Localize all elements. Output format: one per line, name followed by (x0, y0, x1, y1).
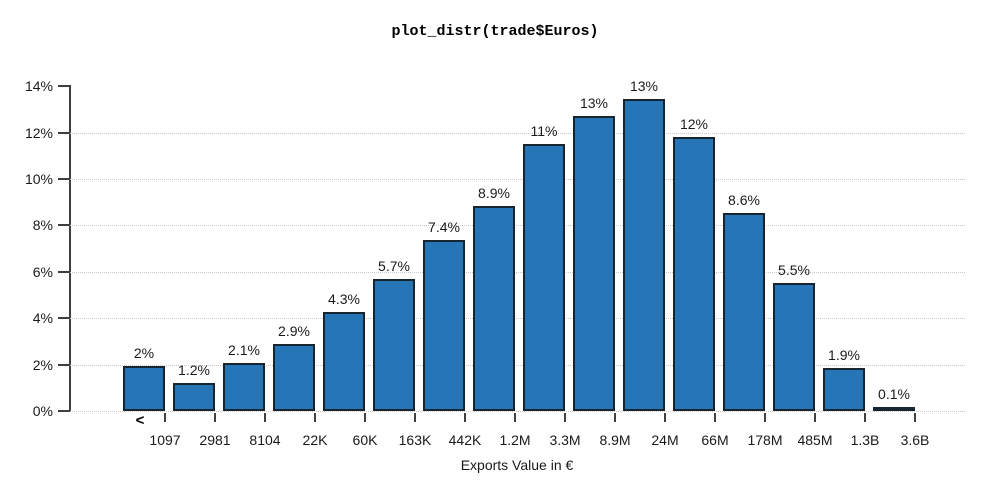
x-tick-label: 3.3M (549, 432, 581, 448)
bar (523, 144, 565, 411)
x-tick-label: 60K (352, 432, 378, 448)
x-tick-label: 8104 (249, 432, 281, 448)
y-tick-label: 8% (32, 217, 53, 234)
x-tick-mark (814, 413, 816, 422)
bar-value-label: 7.4% (428, 219, 460, 235)
y-tick-mark (58, 270, 70, 273)
gridline (70, 132, 965, 134)
x-tick-label: 485M (797, 432, 833, 448)
x-tick-mark (564, 413, 566, 422)
x-tick-label: 8.9M (599, 432, 631, 448)
bar (723, 213, 765, 411)
y-tick-mark (58, 410, 70, 412)
y-tick-label: 14% (24, 78, 53, 95)
bar (123, 366, 165, 411)
x-tick-label: 3.6B (900, 432, 930, 448)
x-tick-label: 24M (651, 432, 679, 448)
bar-value-label: 12% (679, 116, 709, 132)
x-tick-mark (314, 413, 316, 422)
x-tick-mark (764, 413, 766, 422)
x-tick-mark (714, 413, 716, 422)
y-tick-mark (58, 178, 70, 180)
x-tick-mark (514, 413, 516, 422)
bar-value-label: 13% (579, 95, 609, 111)
x-tick-mark (914, 413, 916, 422)
bar-value-label: 1.9% (828, 347, 860, 363)
bar-value-label: 4.3% (328, 291, 360, 307)
x-tick-label: 22K (302, 432, 328, 448)
bar (773, 283, 815, 411)
gridline (70, 225, 965, 227)
bar (173, 383, 215, 411)
x-tick-label: 1.2M (499, 432, 531, 448)
first-bin-less-than-label: < (135, 412, 145, 429)
x-tick-label: 1.3B (850, 432, 880, 448)
y-tick-mark (58, 224, 70, 227)
gridline (70, 179, 965, 180)
gridline (70, 364, 965, 366)
bar-value-label: 5.7% (378, 258, 410, 274)
x-tick-mark (364, 413, 366, 422)
bar-value-label: 1.2% (178, 362, 210, 378)
bar (873, 407, 915, 411)
y-tick-label: 0% (32, 403, 53, 419)
bar (573, 116, 615, 411)
y-tick-label: 6% (32, 263, 53, 280)
y-axis-line (69, 85, 71, 412)
x-tick-label: 2981 (199, 432, 231, 448)
x-tick-label: 178M (747, 432, 783, 448)
bar-value-label: 13% (629, 78, 659, 94)
bar (423, 240, 465, 411)
bar (223, 363, 265, 411)
bar-value-label: 2.1% (228, 342, 260, 358)
bar (373, 279, 415, 411)
x-tick-label: 66M (701, 432, 729, 448)
x-tick-mark (264, 413, 266, 422)
chart-title: plot_distr(trade$Euros) (391, 23, 599, 40)
x-tick-mark (164, 413, 166, 422)
bar-value-label: 5.5% (778, 262, 810, 278)
bar-value-label: 8.6% (728, 192, 760, 208)
y-tick-label: 10% (24, 171, 53, 187)
bar (323, 312, 365, 411)
bar-value-label: 2.9% (278, 323, 310, 339)
y-tick-label: 4% (32, 310, 53, 327)
y-tick-mark (58, 363, 70, 366)
x-tick-mark (464, 413, 466, 422)
bar (673, 137, 715, 411)
x-tick-mark (664, 413, 666, 422)
x-tick-mark (414, 413, 416, 422)
bar-value-label: 2% (133, 345, 155, 361)
x-tick-mark (864, 413, 866, 422)
x-tick-mark (614, 413, 616, 422)
bar (623, 99, 665, 411)
gridline (70, 271, 965, 273)
bar (823, 368, 865, 411)
gridline (70, 318, 965, 320)
y-tick-label: 12% (24, 124, 53, 141)
bar-value-label: 8.9% (478, 185, 510, 201)
y-tick-mark (58, 85, 70, 88)
x-axis-title: Exports Value in € (460, 457, 574, 473)
bar (273, 344, 315, 411)
x-tick-label: 1097 (149, 432, 181, 448)
x-tick-mark (214, 413, 216, 422)
gridline (70, 411, 965, 412)
y-tick-mark (58, 131, 70, 134)
bar-value-label: 11% (530, 123, 558, 139)
y-tick-label: 2% (32, 356, 53, 373)
bar (473, 206, 515, 411)
x-tick-label: 163K (398, 432, 432, 448)
bar-value-label: 0.1% (878, 386, 910, 402)
y-tick-mark (58, 317, 70, 320)
x-tick-label: 442K (448, 432, 482, 448)
